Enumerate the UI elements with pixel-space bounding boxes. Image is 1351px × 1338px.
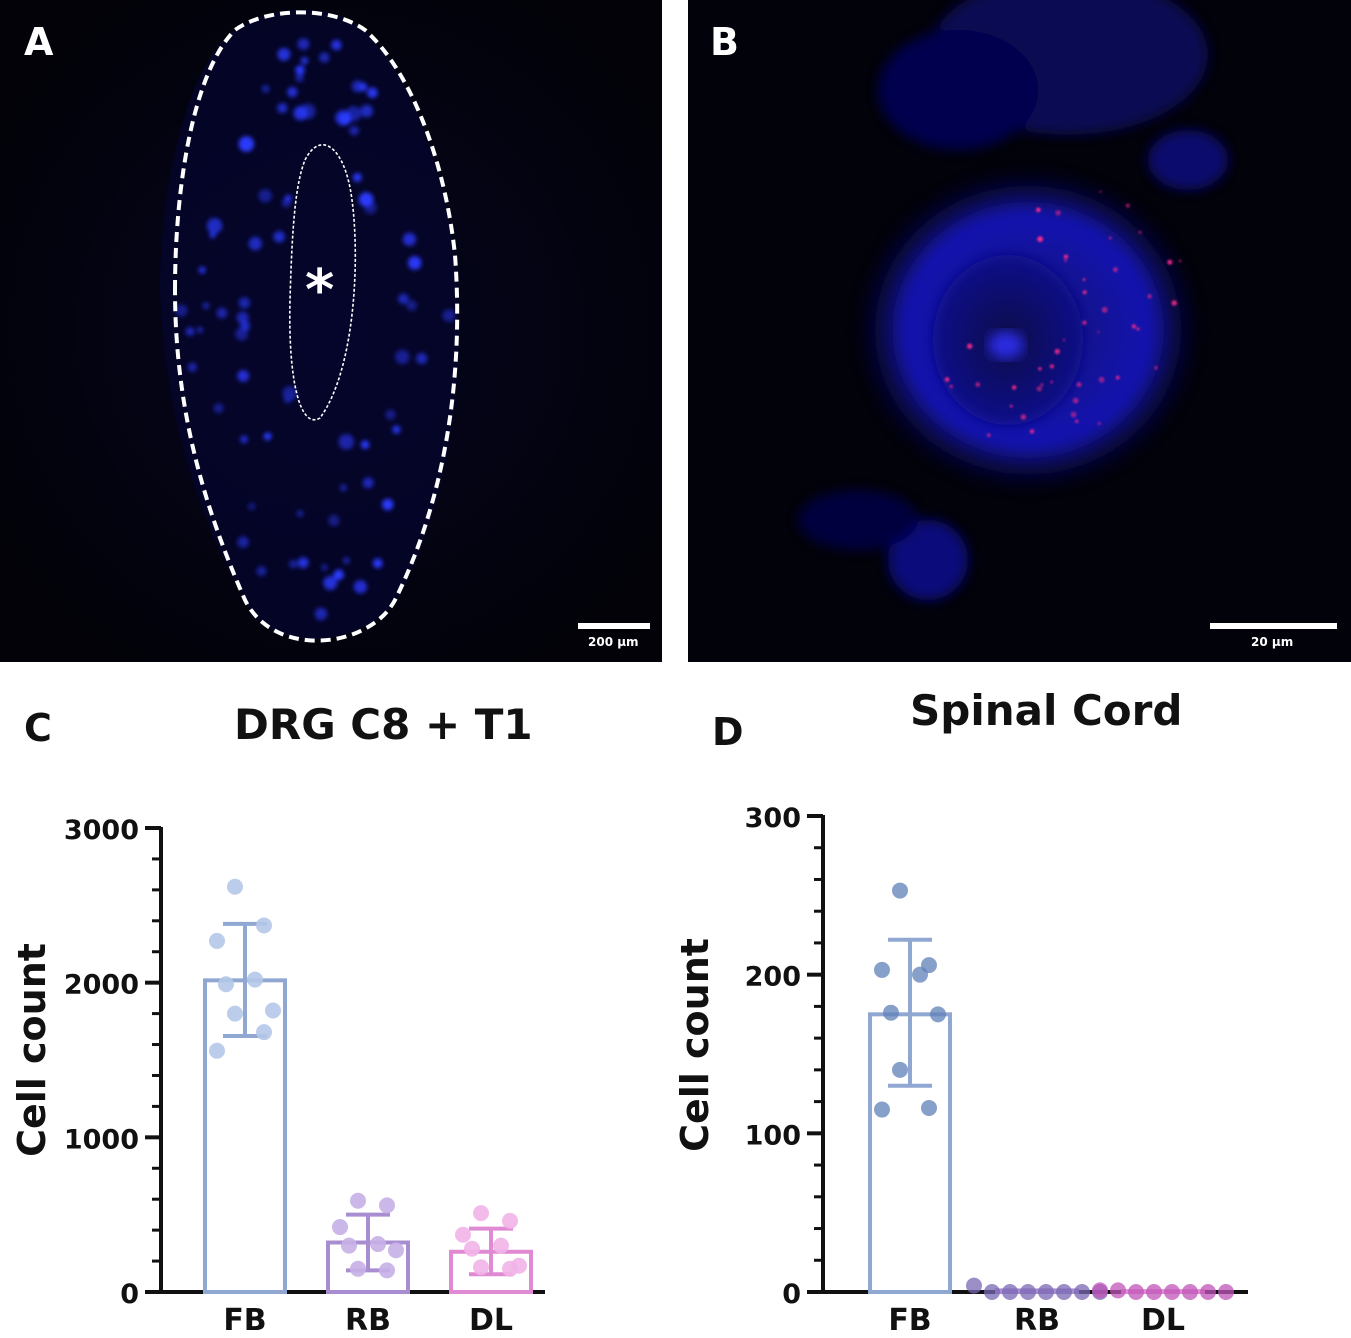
data-point (966, 1277, 982, 1294)
data-point (473, 1205, 489, 1222)
data-point (464, 1240, 480, 1257)
x-tick-label: DL (1141, 1303, 1185, 1338)
data-point (984, 1284, 1000, 1300)
x-tick-label: FB (223, 1303, 266, 1338)
data-point (1074, 1284, 1090, 1300)
y-tick-label: 0 (782, 1279, 801, 1310)
scale-label: 20 µm (1251, 635, 1294, 649)
x-tick-label: FB (888, 1303, 931, 1338)
data-point (350, 1260, 366, 1277)
data-point (493, 1237, 509, 1254)
data-point (1038, 1284, 1054, 1300)
data-point (912, 966, 928, 983)
data-point (209, 1042, 225, 1059)
data-point (209, 932, 225, 949)
data-point (892, 1061, 908, 1078)
data-point (921, 1099, 937, 1116)
data-point (1164, 1284, 1180, 1300)
asterisk-mark: * (305, 258, 335, 323)
x-tick-label: RB (1014, 1303, 1060, 1338)
y-tick-label: 100 (745, 1120, 801, 1151)
data-point (256, 917, 272, 934)
panel-label-a: A (24, 20, 54, 64)
data-point (388, 1242, 404, 1259)
data-point (502, 1212, 518, 1229)
data-point (256, 1024, 272, 1041)
neuron-image (688, 0, 1351, 662)
data-point (1200, 1284, 1216, 1300)
y-tick-label: 3000 (64, 815, 139, 846)
y-tick-label: 2000 (64, 970, 139, 1001)
data-point (502, 1260, 518, 1277)
data-point (1056, 1284, 1072, 1300)
data-point (892, 882, 908, 899)
root-outline (288, 144, 357, 421)
data-point (1002, 1284, 1018, 1300)
y-axis-label: Cell count (675, 938, 717, 1152)
data-point (874, 1101, 890, 1118)
y-tick-label: 1000 (64, 1124, 139, 1155)
data-point (1020, 1284, 1036, 1300)
data-point (1092, 1282, 1108, 1299)
scale-bar (1210, 623, 1337, 629)
panel-label-b: B (710, 20, 739, 64)
data-point (379, 1262, 395, 1279)
data-point (265, 1002, 281, 1019)
data-point (218, 976, 234, 993)
panel-label-c: C (24, 706, 52, 750)
data-point (455, 1226, 471, 1243)
data-point (883, 1004, 899, 1021)
y-tick-label: 300 (745, 803, 801, 834)
scale-label: 200 µm (588, 635, 639, 649)
data-point (1128, 1284, 1144, 1300)
data-point (247, 971, 263, 988)
chart-title-drg: DRG C8 + T1 (234, 700, 533, 749)
chart-spinal-cord: 0 100 200 300 Cell count FB RB DL (675, 803, 1248, 1338)
chart-drg: 0 1000 2000 3000 Cell count FB RB DL (10, 815, 545, 1338)
data-point (473, 1259, 489, 1276)
chart-title-spinal: Spinal Cord (910, 686, 1183, 735)
data-point (1218, 1284, 1234, 1300)
panel-b-micrograph: B 20 µm (688, 0, 1351, 662)
scale-bar (578, 623, 650, 629)
y-tick-label: 200 (745, 962, 801, 993)
data-point (370, 1236, 386, 1253)
data-point (1146, 1284, 1162, 1300)
data-point (874, 961, 890, 978)
x-tick-label: RB (345, 1303, 391, 1338)
data-point (227, 1005, 243, 1022)
drg-outline (172, 10, 460, 643)
panel-label-d: D (712, 710, 744, 754)
data-point (1182, 1284, 1198, 1300)
data-point (1110, 1282, 1126, 1299)
data-point (350, 1192, 366, 1209)
data-point (332, 1219, 348, 1236)
y-tick-label: 0 (120, 1279, 139, 1310)
x-tick-label: DL (469, 1303, 513, 1338)
drg-section-image (0, 0, 662, 662)
data-point (379, 1197, 395, 1214)
data-point (227, 878, 243, 895)
panel-a-micrograph: A * 200 µm (0, 0, 662, 662)
y-axis-label: Cell count (10, 943, 54, 1157)
data-point (341, 1237, 357, 1254)
data-point (930, 1006, 946, 1023)
